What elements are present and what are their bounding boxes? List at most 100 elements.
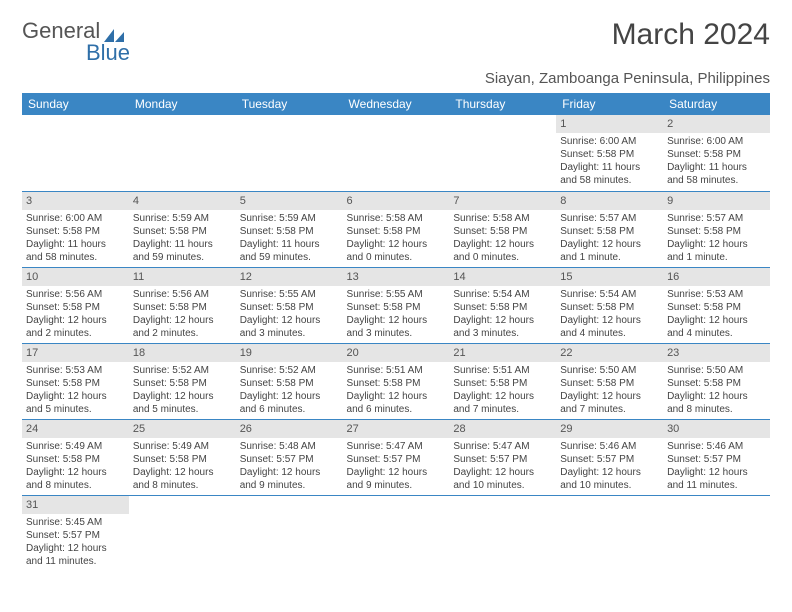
day-number: 14 bbox=[449, 268, 556, 286]
sunrise-text: Sunrise: 5:57 AM bbox=[667, 212, 766, 225]
day-content: Sunrise: 5:57 AMSunset: 5:58 PMDaylight:… bbox=[556, 210, 663, 266]
calendar-table: Sunday Monday Tuesday Wednesday Thursday… bbox=[22, 93, 770, 571]
day-content: Sunrise: 5:58 AMSunset: 5:58 PMDaylight:… bbox=[343, 210, 450, 266]
calendar-day-cell bbox=[22, 115, 129, 191]
day-content: Sunrise: 5:52 AMSunset: 5:58 PMDaylight:… bbox=[236, 362, 343, 418]
sunset-text: Sunset: 5:58 PM bbox=[26, 453, 125, 466]
calendar-day-cell: 9Sunrise: 5:57 AMSunset: 5:58 PMDaylight… bbox=[663, 191, 770, 267]
day-number: 11 bbox=[129, 268, 236, 286]
sunset-text: Sunset: 5:58 PM bbox=[133, 301, 232, 314]
calendar-week-row: 31Sunrise: 5:45 AMSunset: 5:57 PMDayligh… bbox=[22, 495, 770, 571]
day-content: Sunrise: 5:51 AMSunset: 5:58 PMDaylight:… bbox=[449, 362, 556, 418]
sunrise-text: Sunrise: 5:59 AM bbox=[240, 212, 339, 225]
calendar-day-cell: 16Sunrise: 5:53 AMSunset: 5:58 PMDayligh… bbox=[663, 267, 770, 343]
sunset-text: Sunset: 5:58 PM bbox=[667, 377, 766, 390]
day-number: 19 bbox=[236, 344, 343, 362]
day-number: 24 bbox=[22, 420, 129, 438]
day-content: Sunrise: 5:48 AMSunset: 5:57 PMDaylight:… bbox=[236, 438, 343, 494]
daylight-text: Daylight: 12 hours and 10 minutes. bbox=[560, 466, 659, 492]
sunrise-text: Sunrise: 5:51 AM bbox=[453, 364, 552, 377]
weekday-header: Tuesday bbox=[236, 93, 343, 115]
sunrise-text: Sunrise: 5:51 AM bbox=[347, 364, 446, 377]
sunrise-text: Sunrise: 6:00 AM bbox=[560, 135, 659, 148]
calendar-day-cell: 25Sunrise: 5:49 AMSunset: 5:58 PMDayligh… bbox=[129, 419, 236, 495]
day-content: Sunrise: 6:00 AMSunset: 5:58 PMDaylight:… bbox=[663, 133, 770, 189]
calendar-day-cell: 8Sunrise: 5:57 AMSunset: 5:58 PMDaylight… bbox=[556, 191, 663, 267]
sunrise-text: Sunrise: 5:50 AM bbox=[667, 364, 766, 377]
daylight-text: Daylight: 12 hours and 0 minutes. bbox=[347, 238, 446, 264]
calendar-day-cell: 29Sunrise: 5:46 AMSunset: 5:57 PMDayligh… bbox=[556, 419, 663, 495]
daylight-text: Daylight: 12 hours and 3 minutes. bbox=[453, 314, 552, 340]
daylight-text: Daylight: 12 hours and 8 minutes. bbox=[667, 390, 766, 416]
day-content: Sunrise: 5:47 AMSunset: 5:57 PMDaylight:… bbox=[343, 438, 450, 494]
day-number: 31 bbox=[22, 496, 129, 514]
daylight-text: Daylight: 12 hours and 6 minutes. bbox=[347, 390, 446, 416]
day-content: Sunrise: 5:59 AMSunset: 5:58 PMDaylight:… bbox=[236, 210, 343, 266]
daylight-text: Daylight: 12 hours and 3 minutes. bbox=[240, 314, 339, 340]
sunset-text: Sunset: 5:57 PM bbox=[453, 453, 552, 466]
calendar-day-cell: 21Sunrise: 5:51 AMSunset: 5:58 PMDayligh… bbox=[449, 343, 556, 419]
sunrise-text: Sunrise: 5:56 AM bbox=[26, 288, 125, 301]
weekday-header: Sunday bbox=[22, 93, 129, 115]
sunrise-text: Sunrise: 5:47 AM bbox=[453, 440, 552, 453]
sunrise-text: Sunrise: 5:55 AM bbox=[240, 288, 339, 301]
sunrise-text: Sunrise: 5:59 AM bbox=[133, 212, 232, 225]
sunrise-text: Sunrise: 5:48 AM bbox=[240, 440, 339, 453]
daylight-text: Daylight: 11 hours and 58 minutes. bbox=[667, 161, 766, 187]
calendar-day-cell: 28Sunrise: 5:47 AMSunset: 5:57 PMDayligh… bbox=[449, 419, 556, 495]
calendar-day-cell: 24Sunrise: 5:49 AMSunset: 5:58 PMDayligh… bbox=[22, 419, 129, 495]
calendar-day-cell: 12Sunrise: 5:55 AMSunset: 5:58 PMDayligh… bbox=[236, 267, 343, 343]
daylight-text: Daylight: 12 hours and 7 minutes. bbox=[453, 390, 552, 416]
calendar-day-cell: 13Sunrise: 5:55 AMSunset: 5:58 PMDayligh… bbox=[343, 267, 450, 343]
logo-text-2: Blue bbox=[20, 40, 130, 66]
sunrise-text: Sunrise: 5:54 AM bbox=[560, 288, 659, 301]
day-content: Sunrise: 5:46 AMSunset: 5:57 PMDaylight:… bbox=[556, 438, 663, 494]
sunrise-text: Sunrise: 5:53 AM bbox=[667, 288, 766, 301]
sunset-text: Sunset: 5:58 PM bbox=[240, 225, 339, 238]
day-number: 16 bbox=[663, 268, 770, 286]
daylight-text: Daylight: 12 hours and 5 minutes. bbox=[133, 390, 232, 416]
daylight-text: Daylight: 12 hours and 3 minutes. bbox=[347, 314, 446, 340]
sunrise-text: Sunrise: 5:58 AM bbox=[347, 212, 446, 225]
day-number: 22 bbox=[556, 344, 663, 362]
calendar-week-row: 17Sunrise: 5:53 AMSunset: 5:58 PMDayligh… bbox=[22, 343, 770, 419]
calendar-day-cell: 3Sunrise: 6:00 AMSunset: 5:58 PMDaylight… bbox=[22, 191, 129, 267]
daylight-text: Daylight: 12 hours and 4 minutes. bbox=[667, 314, 766, 340]
day-content: Sunrise: 5:55 AMSunset: 5:58 PMDaylight:… bbox=[343, 286, 450, 342]
daylight-text: Daylight: 12 hours and 0 minutes. bbox=[453, 238, 552, 264]
sunrise-text: Sunrise: 5:54 AM bbox=[453, 288, 552, 301]
sunrise-text: Sunrise: 5:46 AM bbox=[667, 440, 766, 453]
day-content: Sunrise: 5:53 AMSunset: 5:58 PMDaylight:… bbox=[663, 286, 770, 342]
weekday-header: Thursday bbox=[449, 93, 556, 115]
calendar-week-row: 3Sunrise: 6:00 AMSunset: 5:58 PMDaylight… bbox=[22, 191, 770, 267]
day-number: 3 bbox=[22, 192, 129, 210]
daylight-text: Daylight: 12 hours and 6 minutes. bbox=[240, 390, 339, 416]
calendar-day-cell: 1Sunrise: 6:00 AMSunset: 5:58 PMDaylight… bbox=[556, 115, 663, 191]
calendar-day-cell: 20Sunrise: 5:51 AMSunset: 5:58 PMDayligh… bbox=[343, 343, 450, 419]
calendar-day-cell bbox=[663, 495, 770, 571]
daylight-text: Daylight: 12 hours and 2 minutes. bbox=[26, 314, 125, 340]
daylight-text: Daylight: 12 hours and 5 minutes. bbox=[26, 390, 125, 416]
sunrise-text: Sunrise: 5:50 AM bbox=[560, 364, 659, 377]
weekday-header: Friday bbox=[556, 93, 663, 115]
sunset-text: Sunset: 5:58 PM bbox=[133, 225, 232, 238]
daylight-text: Daylight: 12 hours and 10 minutes. bbox=[453, 466, 552, 492]
day-content: Sunrise: 5:56 AMSunset: 5:58 PMDaylight:… bbox=[22, 286, 129, 342]
sunrise-text: Sunrise: 5:55 AM bbox=[347, 288, 446, 301]
calendar-day-cell: 15Sunrise: 5:54 AMSunset: 5:58 PMDayligh… bbox=[556, 267, 663, 343]
sunset-text: Sunset: 5:58 PM bbox=[347, 377, 446, 390]
day-content: Sunrise: 5:51 AMSunset: 5:58 PMDaylight:… bbox=[343, 362, 450, 418]
daylight-text: Daylight: 12 hours and 9 minutes. bbox=[347, 466, 446, 492]
sunset-text: Sunset: 5:58 PM bbox=[560, 377, 659, 390]
day-content: Sunrise: 5:52 AMSunset: 5:58 PMDaylight:… bbox=[129, 362, 236, 418]
daylight-text: Daylight: 12 hours and 8 minutes. bbox=[26, 466, 125, 492]
sunset-text: Sunset: 5:57 PM bbox=[240, 453, 339, 466]
daylight-text: Daylight: 12 hours and 11 minutes. bbox=[667, 466, 766, 492]
sunrise-text: Sunrise: 5:47 AM bbox=[347, 440, 446, 453]
sunset-text: Sunset: 5:57 PM bbox=[347, 453, 446, 466]
day-content: Sunrise: 6:00 AMSunset: 5:58 PMDaylight:… bbox=[22, 210, 129, 266]
day-number: 8 bbox=[556, 192, 663, 210]
calendar-day-cell bbox=[343, 115, 450, 191]
calendar-day-cell: 11Sunrise: 5:56 AMSunset: 5:58 PMDayligh… bbox=[129, 267, 236, 343]
sunset-text: Sunset: 5:58 PM bbox=[560, 225, 659, 238]
